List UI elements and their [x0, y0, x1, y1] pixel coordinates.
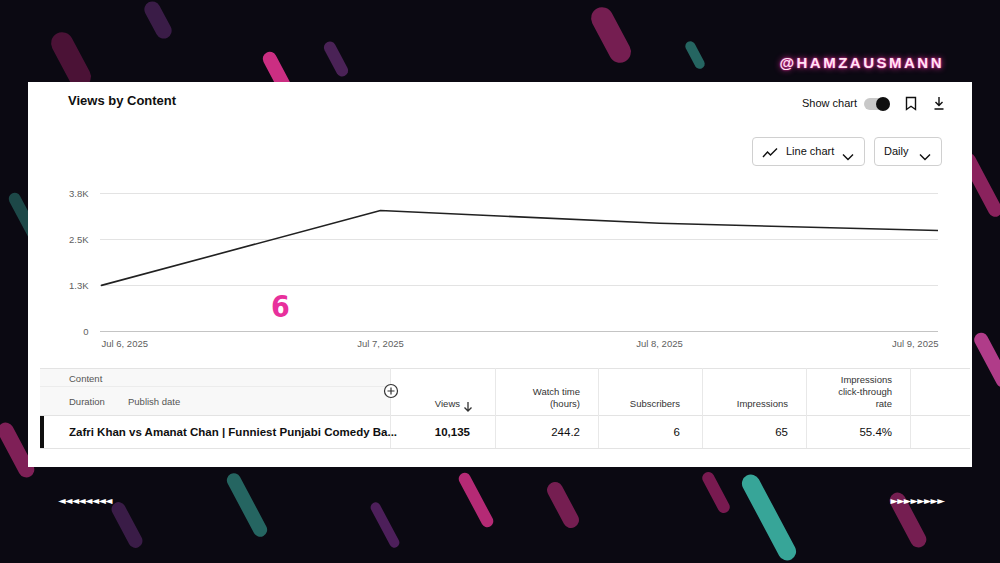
- html-text:Content: Content: [69, 373, 103, 384]
- html-text:Duration: Duration: [69, 396, 105, 407]
- svg-text:Jul 6, 2025: Jul 6, 2025: [102, 338, 148, 349]
- html-text:Zafri Khan vs Amanat Chan | Fu: Zafri Khan vs Amanat Chan | Funniest Pun…: [69, 426, 397, 438]
- html-text:55.4%: 55.4%: [859, 426, 892, 438]
- html-text:Show chart: Show chart: [802, 97, 857, 109]
- svg-text:2.5K: 2.5K: [69, 234, 89, 245]
- html-text:Daily: Daily: [884, 145, 909, 157]
- html-text:Line chart: Line chart: [786, 145, 835, 157]
- html-text:Views by Content: Views by Content: [68, 93, 177, 108]
- html-text:10,135: 10,135: [434, 426, 470, 438]
- svg-text:0: 0: [83, 326, 88, 337]
- html-text:244.2: 244.2: [551, 426, 580, 438]
- html-text:65: 65: [775, 426, 788, 438]
- html-text:Views: Views: [434, 398, 460, 409]
- svg-text:3.8K: 3.8K: [69, 188, 89, 199]
- svg-text:1.3K: 1.3K: [69, 280, 89, 291]
- html-text:Publish date: Publish date: [128, 396, 181, 407]
- html-text:Subscribers: Subscribers: [629, 398, 680, 409]
- html-text:6: 6: [673, 426, 680, 438]
- svg-text:Jul 8, 2025: Jul 8, 2025: [636, 338, 682, 349]
- html-text:Impressions: Impressions: [736, 398, 788, 409]
- svg-text:Jul 9, 2025: Jul 9, 2025: [892, 338, 938, 349]
- html-text:Impressions click-through rate: Impressions click-through rate: [838, 374, 892, 409]
- html-text:@HAMZAUSMANN: @HAMZAUSMANN: [779, 54, 944, 71]
- html-text:Watch time (hours): Watch time (hours): [532, 386, 580, 409]
- html-text:6: 6: [271, 289, 290, 324]
- svg-text:Jul 7, 2025: Jul 7, 2025: [357, 338, 403, 349]
